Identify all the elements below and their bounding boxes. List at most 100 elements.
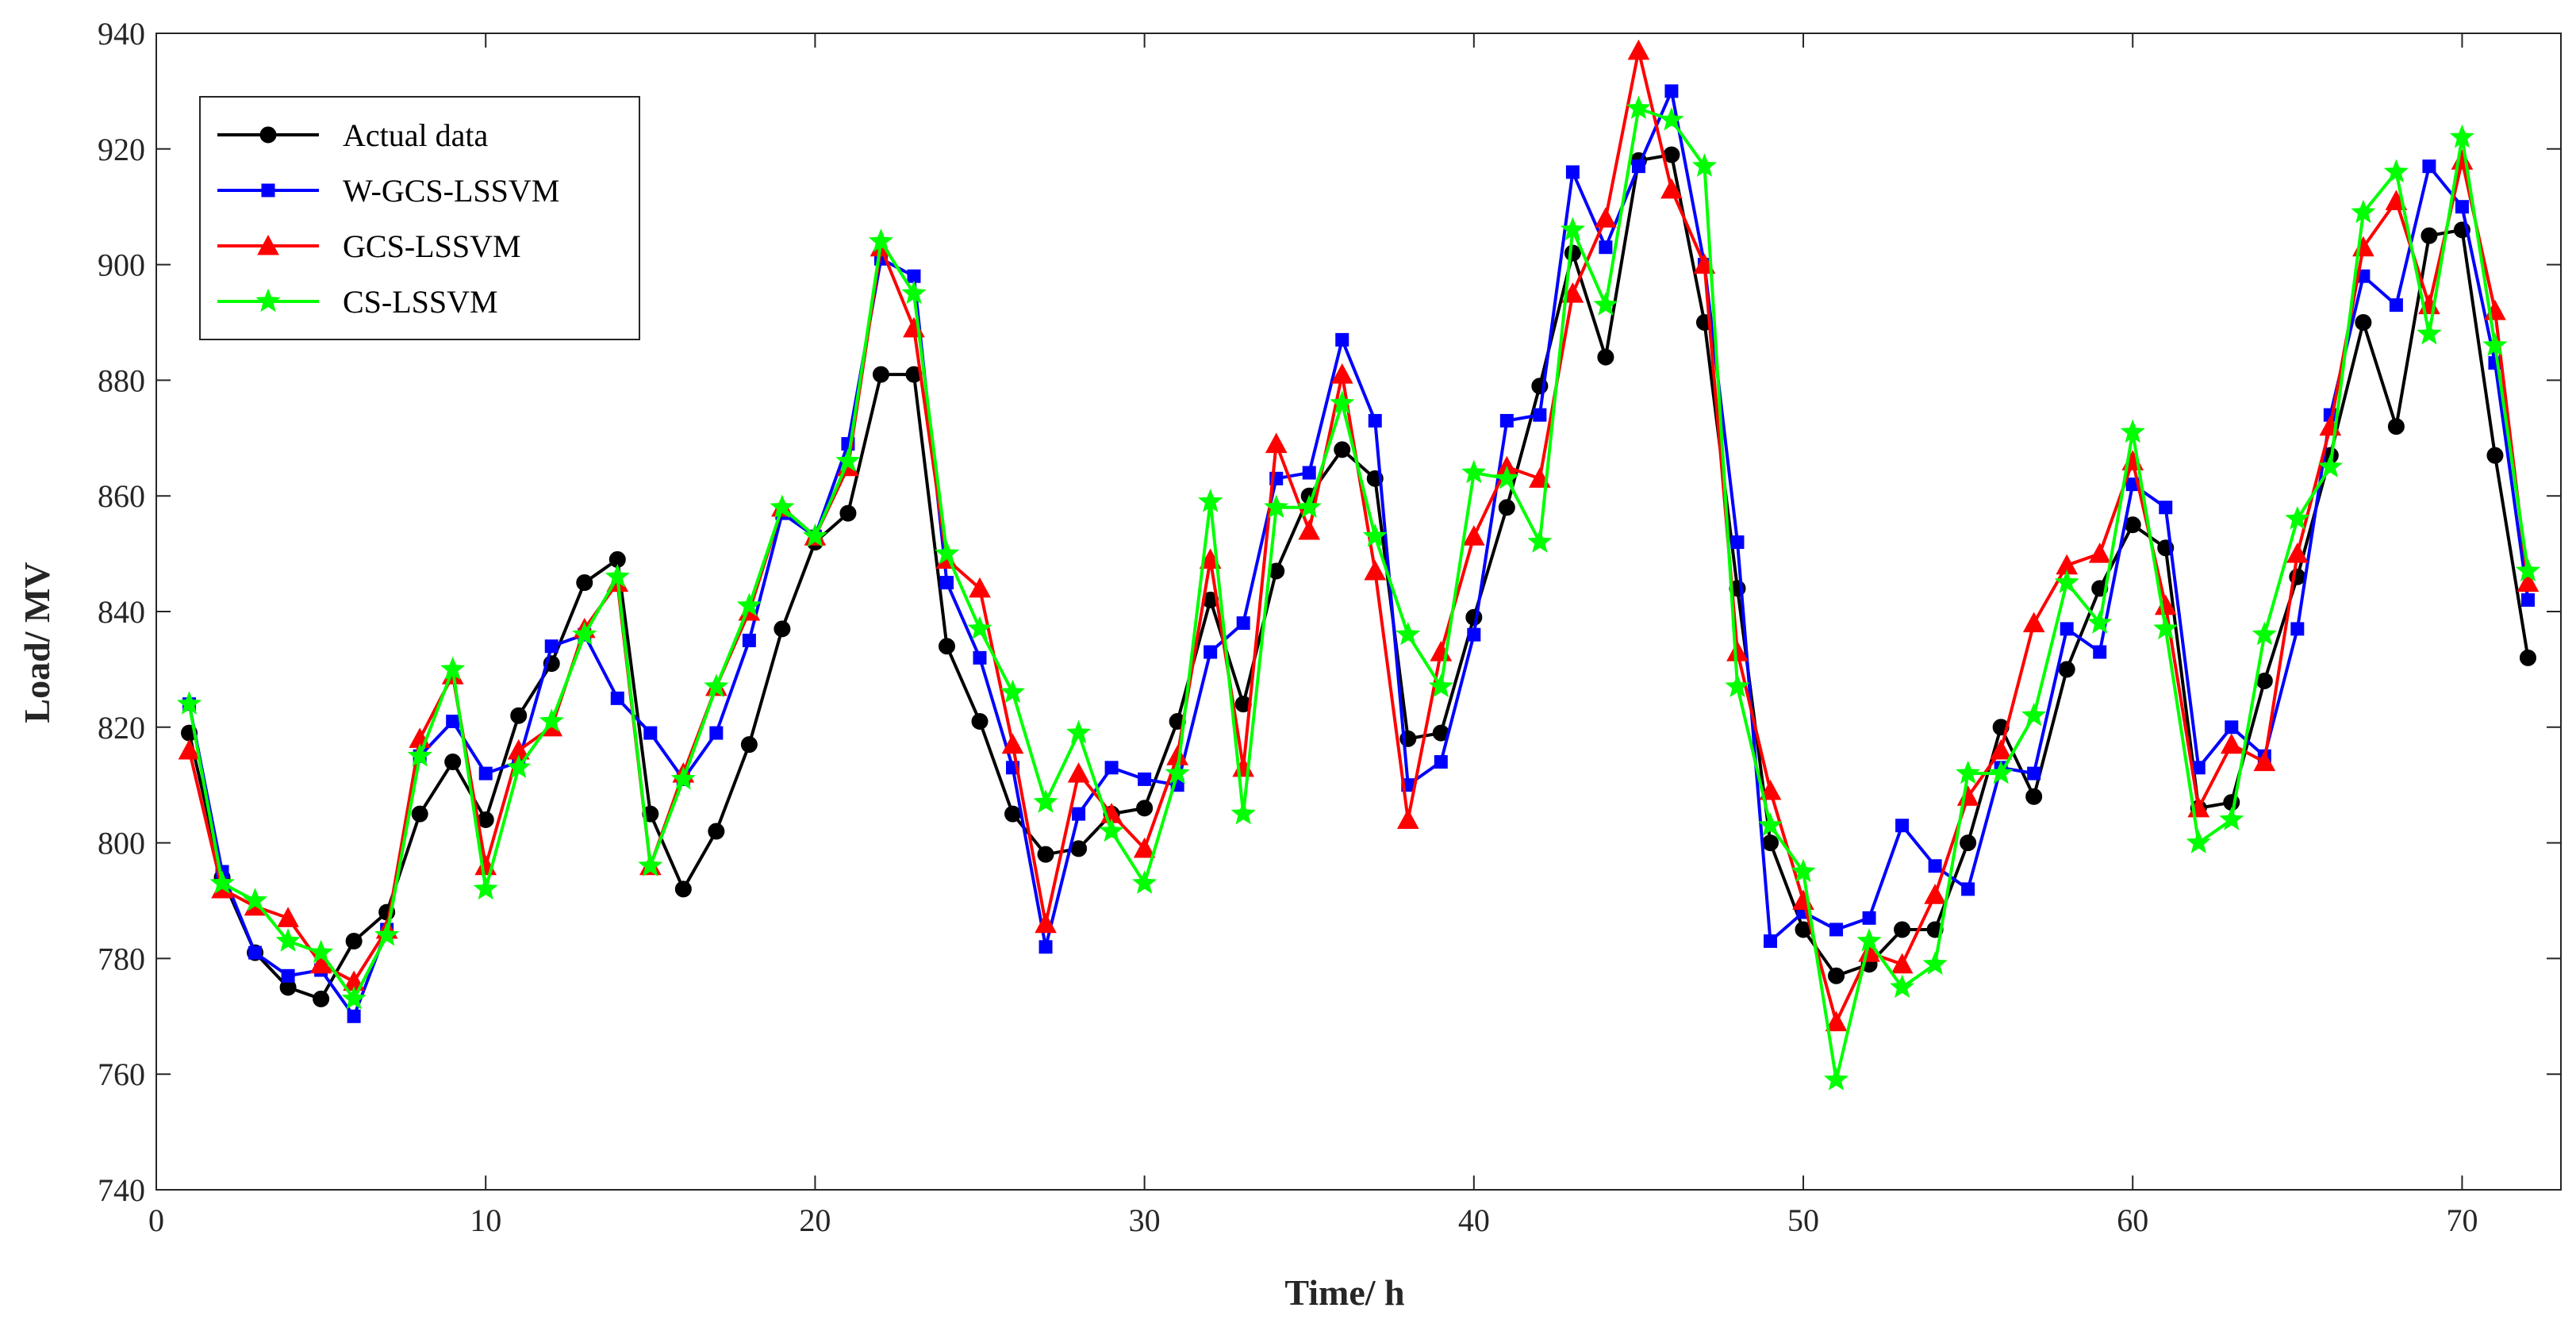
- data-point-cs-lssvm: [670, 766, 696, 790]
- data-point-gcs-lssvm: [1462, 525, 1485, 546]
- data-point-w-gcs-lssvm: [1302, 466, 1316, 480]
- data-point-w-gcs-lssvm: [1928, 859, 1942, 873]
- data-point-w-gcs-lssvm: [347, 1009, 361, 1023]
- y-tick-label: 940: [98, 16, 145, 52]
- legend-label-actual-data: Actual data: [343, 117, 488, 153]
- data-point-gcs-lssvm: [1891, 953, 1914, 974]
- data-point-cs-lssvm: [2417, 320, 2442, 345]
- data-point-w-gcs-lssvm: [742, 633, 756, 647]
- data-point-cs-lssvm: [1132, 870, 1157, 894]
- data-point-w-gcs-lssvm: [2389, 298, 2403, 313]
- data-point-cs-lssvm: [1165, 760, 1190, 784]
- x-tick-label: 10: [470, 1202, 501, 1238]
- y-tick-label: 820: [98, 710, 145, 746]
- data-point-actual-data: [1498, 499, 1515, 516]
- data-point-cs-lssvm: [802, 523, 827, 547]
- data-point-cs-lssvm: [1330, 390, 1355, 414]
- data-point-w-gcs-lssvm: [1434, 755, 1448, 769]
- x-axis-title: Time/ h: [1284, 1272, 1404, 1313]
- data-point-cs-lssvm: [1033, 789, 1058, 813]
- data-point-gcs-lssvm: [1726, 640, 1749, 662]
- data-point-cs-lssvm: [1593, 292, 1618, 316]
- data-point-cs-lssvm: [1956, 760, 1981, 784]
- y-tick-label: 920: [98, 132, 145, 167]
- data-point-cs-lssvm: [1890, 974, 1915, 999]
- data-point-gcs-lssvm: [1330, 363, 1353, 384]
- data-point-cs-lssvm: [341, 986, 367, 1010]
- data-point-w-gcs-lssvm: [544, 639, 559, 654]
- data-point-cs-lssvm: [1725, 673, 1750, 698]
- data-point-w-gcs-lssvm: [281, 968, 295, 983]
- data-point-gcs-lssvm: [2022, 612, 2045, 633]
- data-point-w-gcs-lssvm: [2027, 766, 2041, 780]
- legend-marker-gcs-lssvm: [257, 234, 279, 255]
- data-point-actual-data: [2421, 227, 2438, 244]
- data-point-actual-data: [1037, 846, 1054, 863]
- data-point-gcs-lssvm: [277, 907, 299, 927]
- data-point-w-gcs-lssvm: [1829, 922, 1844, 937]
- data-point-actual-data: [1894, 921, 1911, 938]
- data-point-gcs-lssvm: [2220, 733, 2243, 754]
- data-point-cs-lssvm: [1362, 523, 1388, 547]
- data-point-cs-lssvm: [1099, 818, 1124, 842]
- x-tick-label: 50: [1787, 1202, 1819, 1238]
- data-point-cs-lssvm: [473, 876, 498, 900]
- data-point-w-gcs-lssvm: [1072, 807, 1086, 821]
- axis-ticks: 0 10 20 30 40 50 60 70 740 760 780 800 820 840 860 880 9…: [98, 16, 2561, 1238]
- data-point-actual-data: [2387, 418, 2405, 435]
- data-point-cs-lssvm: [1428, 673, 1453, 698]
- y-tick-label: 860: [98, 478, 145, 514]
- data-point-cs-lssvm: [242, 888, 268, 911]
- data-point-actual-data: [2486, 447, 2504, 464]
- data-point-gcs-lssvm: [1298, 519, 1321, 540]
- data-point-w-gcs-lssvm: [1499, 413, 1514, 428]
- data-point-w-gcs-lssvm: [1104, 761, 1119, 775]
- data-point-cs-lssvm: [2153, 616, 2179, 640]
- data-point-actual-data: [2355, 314, 2372, 331]
- x-tick-label: 60: [2117, 1202, 2148, 1238]
- data-point-cs-lssvm: [770, 494, 795, 519]
- data-point-cs-lssvm: [506, 754, 532, 779]
- data-point-cs-lssvm: [209, 870, 235, 894]
- legend-marker-actual-data: [259, 126, 277, 144]
- data-point-w-gcs-lssvm: [2290, 622, 2305, 636]
- data-point-cs-lssvm: [638, 853, 663, 877]
- data-point-w-gcs-lssvm: [1631, 159, 1645, 174]
- data-point-w-gcs-lssvm: [1895, 819, 1910, 833]
- series-line-cs-lssvm: [187, 106, 2530, 1082]
- data-point-cs-lssvm: [1066, 719, 1092, 744]
- data-point-actual-data: [839, 504, 857, 522]
- data-point-actual-data: [1597, 348, 1614, 366]
- data-point-gcs-lssvm: [1364, 559, 1387, 581]
- data-point-actual-data: [1762, 834, 1779, 852]
- data-point-actual-data: [674, 880, 692, 898]
- data-point-w-gcs-lssvm: [973, 650, 987, 665]
- data-point-w-gcs-lssvm: [939, 576, 954, 590]
- data-point-gcs-lssvm: [2516, 571, 2540, 593]
- data-point-cs-lssvm: [901, 280, 927, 305]
- data-point-w-gcs-lssvm: [1138, 772, 1152, 786]
- data-point-actual-data: [2058, 661, 2075, 678]
- data-point-cs-lssvm: [1823, 1067, 1849, 1091]
- legend-marker-cs-lssvm: [255, 288, 281, 313]
- data-point-cs-lssvm: [1791, 858, 1816, 883]
- data-point-actual-data: [774, 620, 791, 638]
- data-point-cs-lssvm: [967, 616, 992, 640]
- data-point-cs-lssvm: [2087, 610, 2113, 634]
- data-point-actual-data: [1334, 441, 1351, 458]
- data-point-w-gcs-lssvm: [1565, 165, 1580, 179]
- data-point-w-gcs-lssvm: [643, 726, 658, 740]
- data-point-cs-lssvm: [1691, 153, 1718, 177]
- data-point-cs-lssvm: [1527, 529, 1553, 553]
- data-point-w-gcs-lssvm: [446, 715, 460, 729]
- data-point-gcs-lssvm: [1825, 1011, 1848, 1032]
- data-point-cs-lssvm: [2054, 570, 2079, 593]
- data-point-w-gcs-lssvm: [1599, 240, 1613, 255]
- legend: Actual data W-GCS-LSSVM GCS-LSSVM CS-LSSVM: [199, 96, 640, 340]
- data-point-cs-lssvm: [868, 228, 894, 252]
- data-point-gcs-lssvm: [1990, 738, 2012, 760]
- data-point-w-gcs-lssvm: [2455, 200, 2469, 214]
- data-point-actual-data: [313, 990, 330, 1007]
- data-point-gcs-lssvm: [178, 738, 201, 760]
- data-point-w-gcs-lssvm: [1961, 882, 1975, 896]
